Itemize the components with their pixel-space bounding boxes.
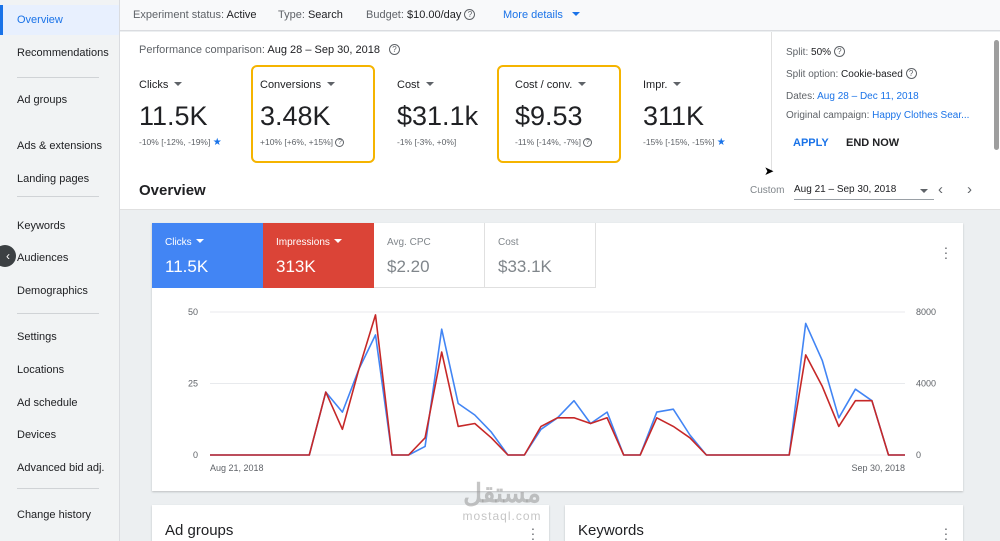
experiment-budget: Budget: $10.00/day ? xyxy=(366,9,476,21)
split-option: Split option: Cookie-based ? xyxy=(786,68,917,80)
cost-per-conv-highlight xyxy=(497,65,621,163)
sidebar-item-devices[interactable]: Devices xyxy=(17,429,57,441)
help-icon[interactable]: ? xyxy=(833,46,845,57)
help-icon[interactable]: ? xyxy=(905,68,917,79)
right-axis-tick: 8000 xyxy=(916,307,936,317)
sidebar-item-ads-extensions[interactable]: Ads & extensions xyxy=(17,140,102,152)
sidebar-divider xyxy=(17,488,99,489)
sidebar-divider xyxy=(17,196,99,197)
sidebar-item-keywords[interactable]: Keywords xyxy=(17,220,66,232)
series-line-impressions xyxy=(210,314,905,456)
sidebar-item-overview[interactable]: Overview xyxy=(0,5,119,35)
end-now-button[interactable]: END NOW xyxy=(846,137,900,149)
chevron-right-icon[interactable]: › xyxy=(967,181,972,198)
sidebar-item-change-history[interactable]: Change history xyxy=(17,509,91,521)
performance-chart: 50 8000 25 4000 0 0 Aug 21, 2018 Sep 30, 2018 xyxy=(188,307,936,473)
experiment-type: Type: Search xyxy=(278,9,343,21)
sidebar-divider xyxy=(17,77,99,78)
original-campaign-link[interactable]: Happy Clothes Sear... xyxy=(872,110,970,121)
sidebar: ‹ Overview Recommendations Ad groups Ads & … xyxy=(0,0,120,541)
x-axis-start-label: Aug 21, 2018 xyxy=(210,463,264,473)
metric-cost-per-conv[interactable]: Cost / conv. $9.53 -11% [-14%, -7%] ? xyxy=(515,79,593,147)
dates-link[interactable]: Aug 28 – Dec 11, 2018 xyxy=(817,91,919,102)
experiment-topbar: Experiment status: Active Type: Search B… xyxy=(120,0,1000,31)
chevron-left-icon[interactable]: ‹ xyxy=(938,181,943,198)
tab-avg-cpc[interactable]: Avg. CPC $2.20 xyxy=(374,223,485,288)
sidebar-item-landing-pages[interactable]: Landing pages xyxy=(17,173,90,185)
caret-down-icon xyxy=(673,82,682,86)
caret-down-icon xyxy=(327,82,336,86)
metric-impressions[interactable]: Impr. 311K -15% [-15%, -15%] ★ xyxy=(643,79,726,148)
help-icon[interactable]: ? xyxy=(389,44,401,55)
caret-down-icon xyxy=(425,82,434,86)
keywords-title: Keywords xyxy=(578,522,644,539)
left-axis-tick: 50 xyxy=(188,307,198,317)
apply-button[interactable]: APPLY xyxy=(793,137,829,149)
caret-down-icon xyxy=(333,239,342,243)
watermark: مستقل mostaql.com xyxy=(462,478,542,523)
keywords-card: Keywords · · · xyxy=(565,505,963,541)
ad-groups-title: Ad groups xyxy=(165,522,234,539)
sidebar-item-advanced-bid-adj[interactable]: Advanced bid adj. xyxy=(17,462,105,474)
overview-title: Overview xyxy=(139,182,206,199)
help-icon[interactable]: ? xyxy=(583,138,593,147)
sidebar-item-ad-schedule[interactable]: Ad schedule xyxy=(17,397,78,409)
performance-chart-card: 50 8000 25 4000 0 0 Aug 21, 2018 Sep 30, 2018 C… xyxy=(152,223,963,491)
star-icon: ★ xyxy=(716,137,726,148)
scrollbar[interactable] xyxy=(994,40,999,150)
tab-cost[interactable]: Cost $33.1K xyxy=(485,223,596,288)
x-axis-end-label: Sep 30, 2018 xyxy=(851,463,905,473)
caret-down-icon xyxy=(578,82,587,86)
experiment-dates: Dates: Aug 28 – Dec 11, 2018 xyxy=(786,91,919,102)
date-range-select[interactable]: Aug 21 – Sep 30, 2018 xyxy=(794,184,897,195)
more-options-icon[interactable]: · · · xyxy=(530,520,536,541)
right-axis-tick: 4000 xyxy=(916,379,936,389)
sidebar-item-audiences[interactable]: Audiences xyxy=(17,252,69,264)
help-icon[interactable]: ? xyxy=(464,9,476,20)
more-details-button[interactable]: More details xyxy=(503,9,580,21)
more-options-icon[interactable]: · · · xyxy=(943,239,949,265)
right-axis-tick: 0 xyxy=(916,450,921,460)
left-axis-tick: 0 xyxy=(193,450,198,460)
star-icon: ★ xyxy=(212,137,222,148)
split-info: Split: 50% ? xyxy=(786,46,845,58)
sidebar-divider xyxy=(17,313,99,314)
original-campaign: Original campaign: Happy Clothes Sear... xyxy=(786,110,970,121)
sidebar-item-ad-groups[interactable]: Ad groups xyxy=(17,94,68,106)
experiment-status: Experiment status: Active xyxy=(133,9,257,21)
caret-down-icon xyxy=(195,239,204,243)
mouse-cursor-icon: ➤ xyxy=(764,164,775,178)
more-options-icon[interactable]: · · · xyxy=(943,520,949,541)
ad-groups-card: Ad groups · · · xyxy=(152,505,549,541)
performance-summary: Performance comparison: Aug 28 – Sep 30,… xyxy=(120,32,1000,210)
chevron-down-icon xyxy=(571,12,580,16)
sidebar-item-locations[interactable]: Locations xyxy=(17,364,65,376)
metric-conversions[interactable]: Conversions 3.48K +10% [+6%, +15%] ? xyxy=(260,79,345,147)
performance-comparison: Performance comparison: Aug 28 – Sep 30,… xyxy=(139,44,401,56)
metric-clicks[interactable]: Clicks 11.5K -10% [-12%, -19%] ★ xyxy=(139,79,222,148)
tab-impressions[interactable]: Impressions 313K xyxy=(263,223,374,288)
sidebar-item-demographics[interactable]: Demographics xyxy=(17,285,88,297)
custom-range-label: Custom xyxy=(750,185,785,196)
sidebar-item-recommendations[interactable]: Recommendations xyxy=(17,47,109,59)
caret-down-icon xyxy=(174,82,183,86)
date-range-underline xyxy=(794,199,934,200)
conversions-highlight xyxy=(251,65,375,163)
tab-clicks[interactable]: Clicks 11.5K xyxy=(152,223,263,288)
chevron-left-icon[interactable]: ‹ xyxy=(0,245,16,267)
sidebar-item-settings[interactable]: Settings xyxy=(17,331,57,343)
left-axis-tick: 25 xyxy=(188,379,198,389)
help-icon[interactable]: ? xyxy=(335,138,345,147)
experiment-split-panel: Split: 50% ? Split option: Cookie-based … xyxy=(771,32,1000,172)
caret-down-icon xyxy=(920,189,928,193)
metric-cost[interactable]: Cost $31.1k -1% [-3%, +0%] xyxy=(397,79,479,147)
